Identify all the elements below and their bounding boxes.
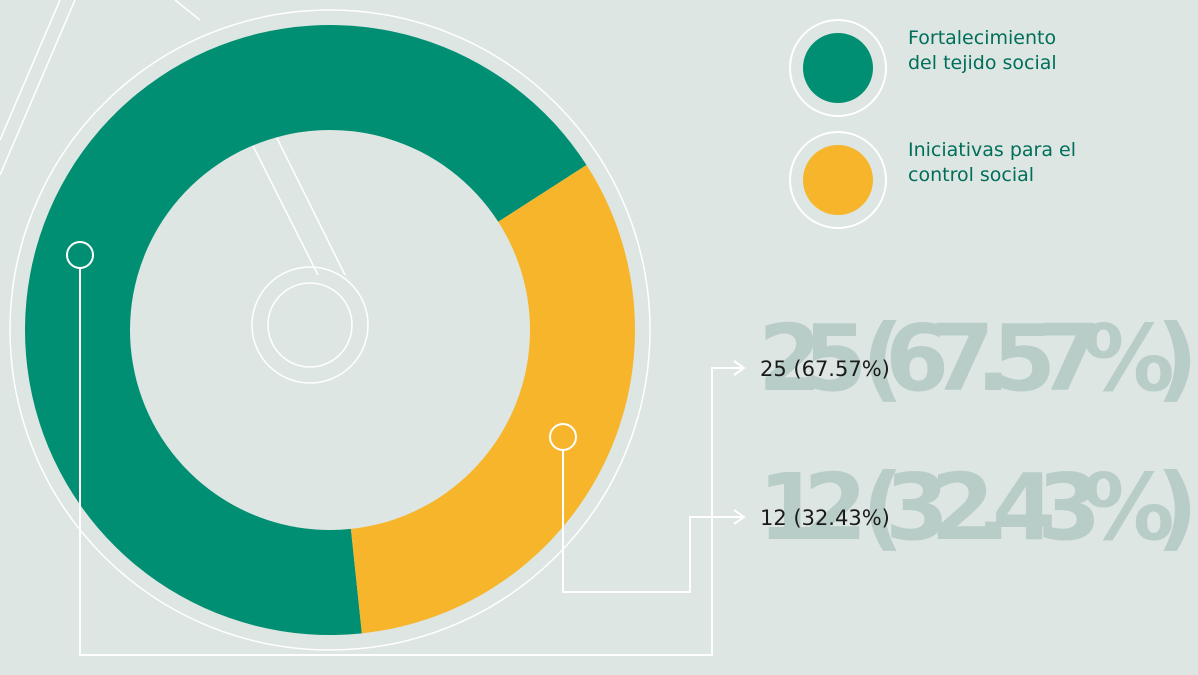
legend-swatch	[803, 33, 873, 103]
donut-segment	[351, 165, 635, 633]
legend-label: Iniciativas para el control social	[908, 138, 1078, 188]
legend-label: Fortalecimiento del tejido social	[908, 26, 1078, 76]
chart: Fortalecimiento del tejido social Iniciat…	[0, 0, 1198, 675]
legend-item: Iniciativas para el control social	[908, 138, 1108, 198]
value-label: 25 (67.57%)	[760, 357, 890, 381]
value-label: 12 (32.43%)	[760, 506, 890, 530]
legend-item: Fortalecimiento del tejido social	[908, 26, 1108, 86]
legend-swatch	[803, 145, 873, 215]
